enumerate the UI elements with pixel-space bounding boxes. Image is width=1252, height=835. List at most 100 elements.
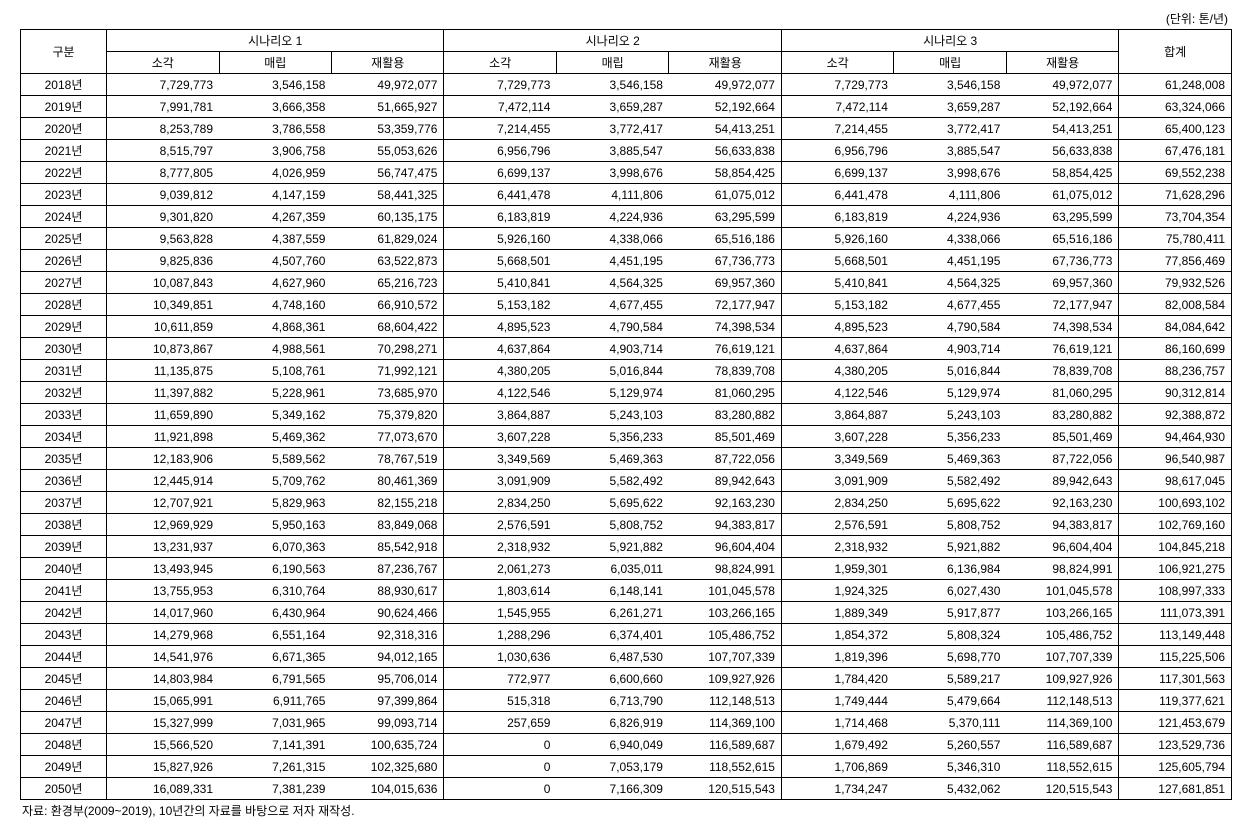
cell-total: 84,084,642	[1119, 316, 1232, 338]
cell-value: 52,192,664	[1006, 96, 1118, 118]
cell-value: 5,260,557	[894, 734, 1006, 756]
cell-value: 5,469,363	[556, 448, 668, 470]
cell-year: 2046년	[21, 690, 107, 712]
cell-value: 15,827,926	[107, 756, 219, 778]
cell-value: 96,604,404	[669, 536, 781, 558]
cell-value: 1,734,247	[781, 778, 893, 800]
cell-value: 1,854,372	[781, 624, 893, 646]
cell-total: 86,160,699	[1119, 338, 1232, 360]
cell-value: 5,108,761	[219, 360, 331, 382]
cell-value: 3,091,909	[444, 470, 556, 492]
table-row: 2023년9,039,8124,147,15958,441,3256,441,4…	[21, 184, 1232, 206]
cell-value: 13,755,953	[107, 580, 219, 602]
cell-value: 6,600,660	[556, 668, 668, 690]
cell-value: 5,829,963	[219, 492, 331, 514]
cell-year: 2026년	[21, 250, 107, 272]
cell-total: 82,008,584	[1119, 294, 1232, 316]
cell-value: 8,515,797	[107, 140, 219, 162]
cell-value: 5,950,163	[219, 514, 331, 536]
cell-value: 4,338,066	[556, 228, 668, 250]
cell-value: 7,381,239	[219, 778, 331, 800]
cell-value: 104,015,636	[331, 778, 443, 800]
cell-value: 5,432,062	[894, 778, 1006, 800]
cell-total: 79,932,526	[1119, 272, 1232, 294]
cell-value: 6,441,478	[444, 184, 556, 206]
cell-value: 5,921,882	[894, 536, 1006, 558]
data-table: 구분 시나리오 1 시나리오 2 시나리오 3 합계 소각 매립 재활용 소각 …	[20, 29, 1232, 800]
cell-year: 2032년	[21, 382, 107, 404]
cell-value: 5,129,974	[556, 382, 668, 404]
table-row: 2049년15,827,9267,261,315102,325,68007,05…	[21, 756, 1232, 778]
cell-value: 5,808,324	[894, 624, 1006, 646]
cell-value: 1,714,468	[781, 712, 893, 734]
header-s3-recycle: 재활용	[1006, 52, 1118, 74]
cell-value: 8,253,789	[107, 118, 219, 140]
cell-value: 4,111,806	[894, 184, 1006, 206]
cell-value: 3,864,887	[781, 404, 893, 426]
cell-value: 4,895,523	[444, 316, 556, 338]
cell-value: 3,546,158	[894, 74, 1006, 96]
cell-value: 2,834,250	[781, 492, 893, 514]
cell-year: 2031년	[21, 360, 107, 382]
cell-value: 61,075,012	[669, 184, 781, 206]
cell-year: 2018년	[21, 74, 107, 96]
cell-value: 5,698,770	[894, 646, 1006, 668]
cell-value: 3,772,417	[556, 118, 668, 140]
cell-value: 4,224,936	[556, 206, 668, 228]
cell-value: 85,501,469	[669, 426, 781, 448]
table-row: 2032년11,397,8825,228,96173,685,9704,122,…	[21, 382, 1232, 404]
cell-value: 89,942,643	[1006, 470, 1118, 492]
table-row: 2035년12,183,9065,589,56278,767,5193,349,…	[21, 448, 1232, 470]
cell-value: 7,214,455	[781, 118, 893, 140]
cell-value: 14,279,968	[107, 624, 219, 646]
table-row: 2027년10,087,8434,627,96065,216,7235,410,…	[21, 272, 1232, 294]
header-scenario1: 시나리오 1	[107, 30, 444, 52]
table-row: 2039년13,231,9376,070,36385,542,9182,318,…	[21, 536, 1232, 558]
cell-year: 2044년	[21, 646, 107, 668]
cell-value: 4,627,960	[219, 272, 331, 294]
table-row: 2036년12,445,9145,709,76280,461,3693,091,…	[21, 470, 1232, 492]
cell-value: 6,070,363	[219, 536, 331, 558]
cell-year: 2020년	[21, 118, 107, 140]
cell-value: 94,383,817	[1006, 514, 1118, 536]
cell-value: 5,228,961	[219, 382, 331, 404]
cell-value: 68,604,422	[331, 316, 443, 338]
cell-value: 7,729,773	[444, 74, 556, 96]
cell-value: 12,969,929	[107, 514, 219, 536]
cell-value: 16,089,331	[107, 778, 219, 800]
cell-value: 5,356,233	[894, 426, 1006, 448]
cell-value: 11,921,898	[107, 426, 219, 448]
cell-value: 4,267,359	[219, 206, 331, 228]
cell-year: 2037년	[21, 492, 107, 514]
cell-value: 65,516,186	[1006, 228, 1118, 250]
cell-value: 3,786,558	[219, 118, 331, 140]
cell-value: 120,515,543	[1006, 778, 1118, 800]
cell-value: 3,906,758	[219, 140, 331, 162]
table-row: 2029년10,611,8594,868,36168,604,4224,895,…	[21, 316, 1232, 338]
cell-value: 5,709,762	[219, 470, 331, 492]
cell-value: 5,582,492	[556, 470, 668, 492]
cell-value: 3,659,287	[894, 96, 1006, 118]
cell-value: 4,988,561	[219, 338, 331, 360]
cell-value: 54,413,251	[669, 118, 781, 140]
cell-value: 63,295,599	[669, 206, 781, 228]
cell-value: 9,039,812	[107, 184, 219, 206]
header-s2-incineration: 소각	[444, 52, 556, 74]
cell-value: 5,668,501	[781, 250, 893, 272]
cell-value: 13,231,937	[107, 536, 219, 558]
cell-year: 2028년	[21, 294, 107, 316]
cell-value: 4,903,714	[556, 338, 668, 360]
cell-value: 87,722,056	[669, 448, 781, 470]
cell-value: 6,487,530	[556, 646, 668, 668]
cell-year: 2045년	[21, 668, 107, 690]
table-row: 2040년13,493,9456,190,56387,236,7672,061,…	[21, 558, 1232, 580]
cell-value: 107,707,339	[669, 646, 781, 668]
cell-value: 11,135,875	[107, 360, 219, 382]
cell-value: 56,747,475	[331, 162, 443, 184]
cell-total: 63,324,066	[1119, 96, 1232, 118]
cell-value: 1,030,636	[444, 646, 556, 668]
cell-value: 5,153,182	[444, 294, 556, 316]
cell-value: 2,576,591	[444, 514, 556, 536]
cell-year: 2039년	[21, 536, 107, 558]
cell-value: 6,261,271	[556, 602, 668, 624]
